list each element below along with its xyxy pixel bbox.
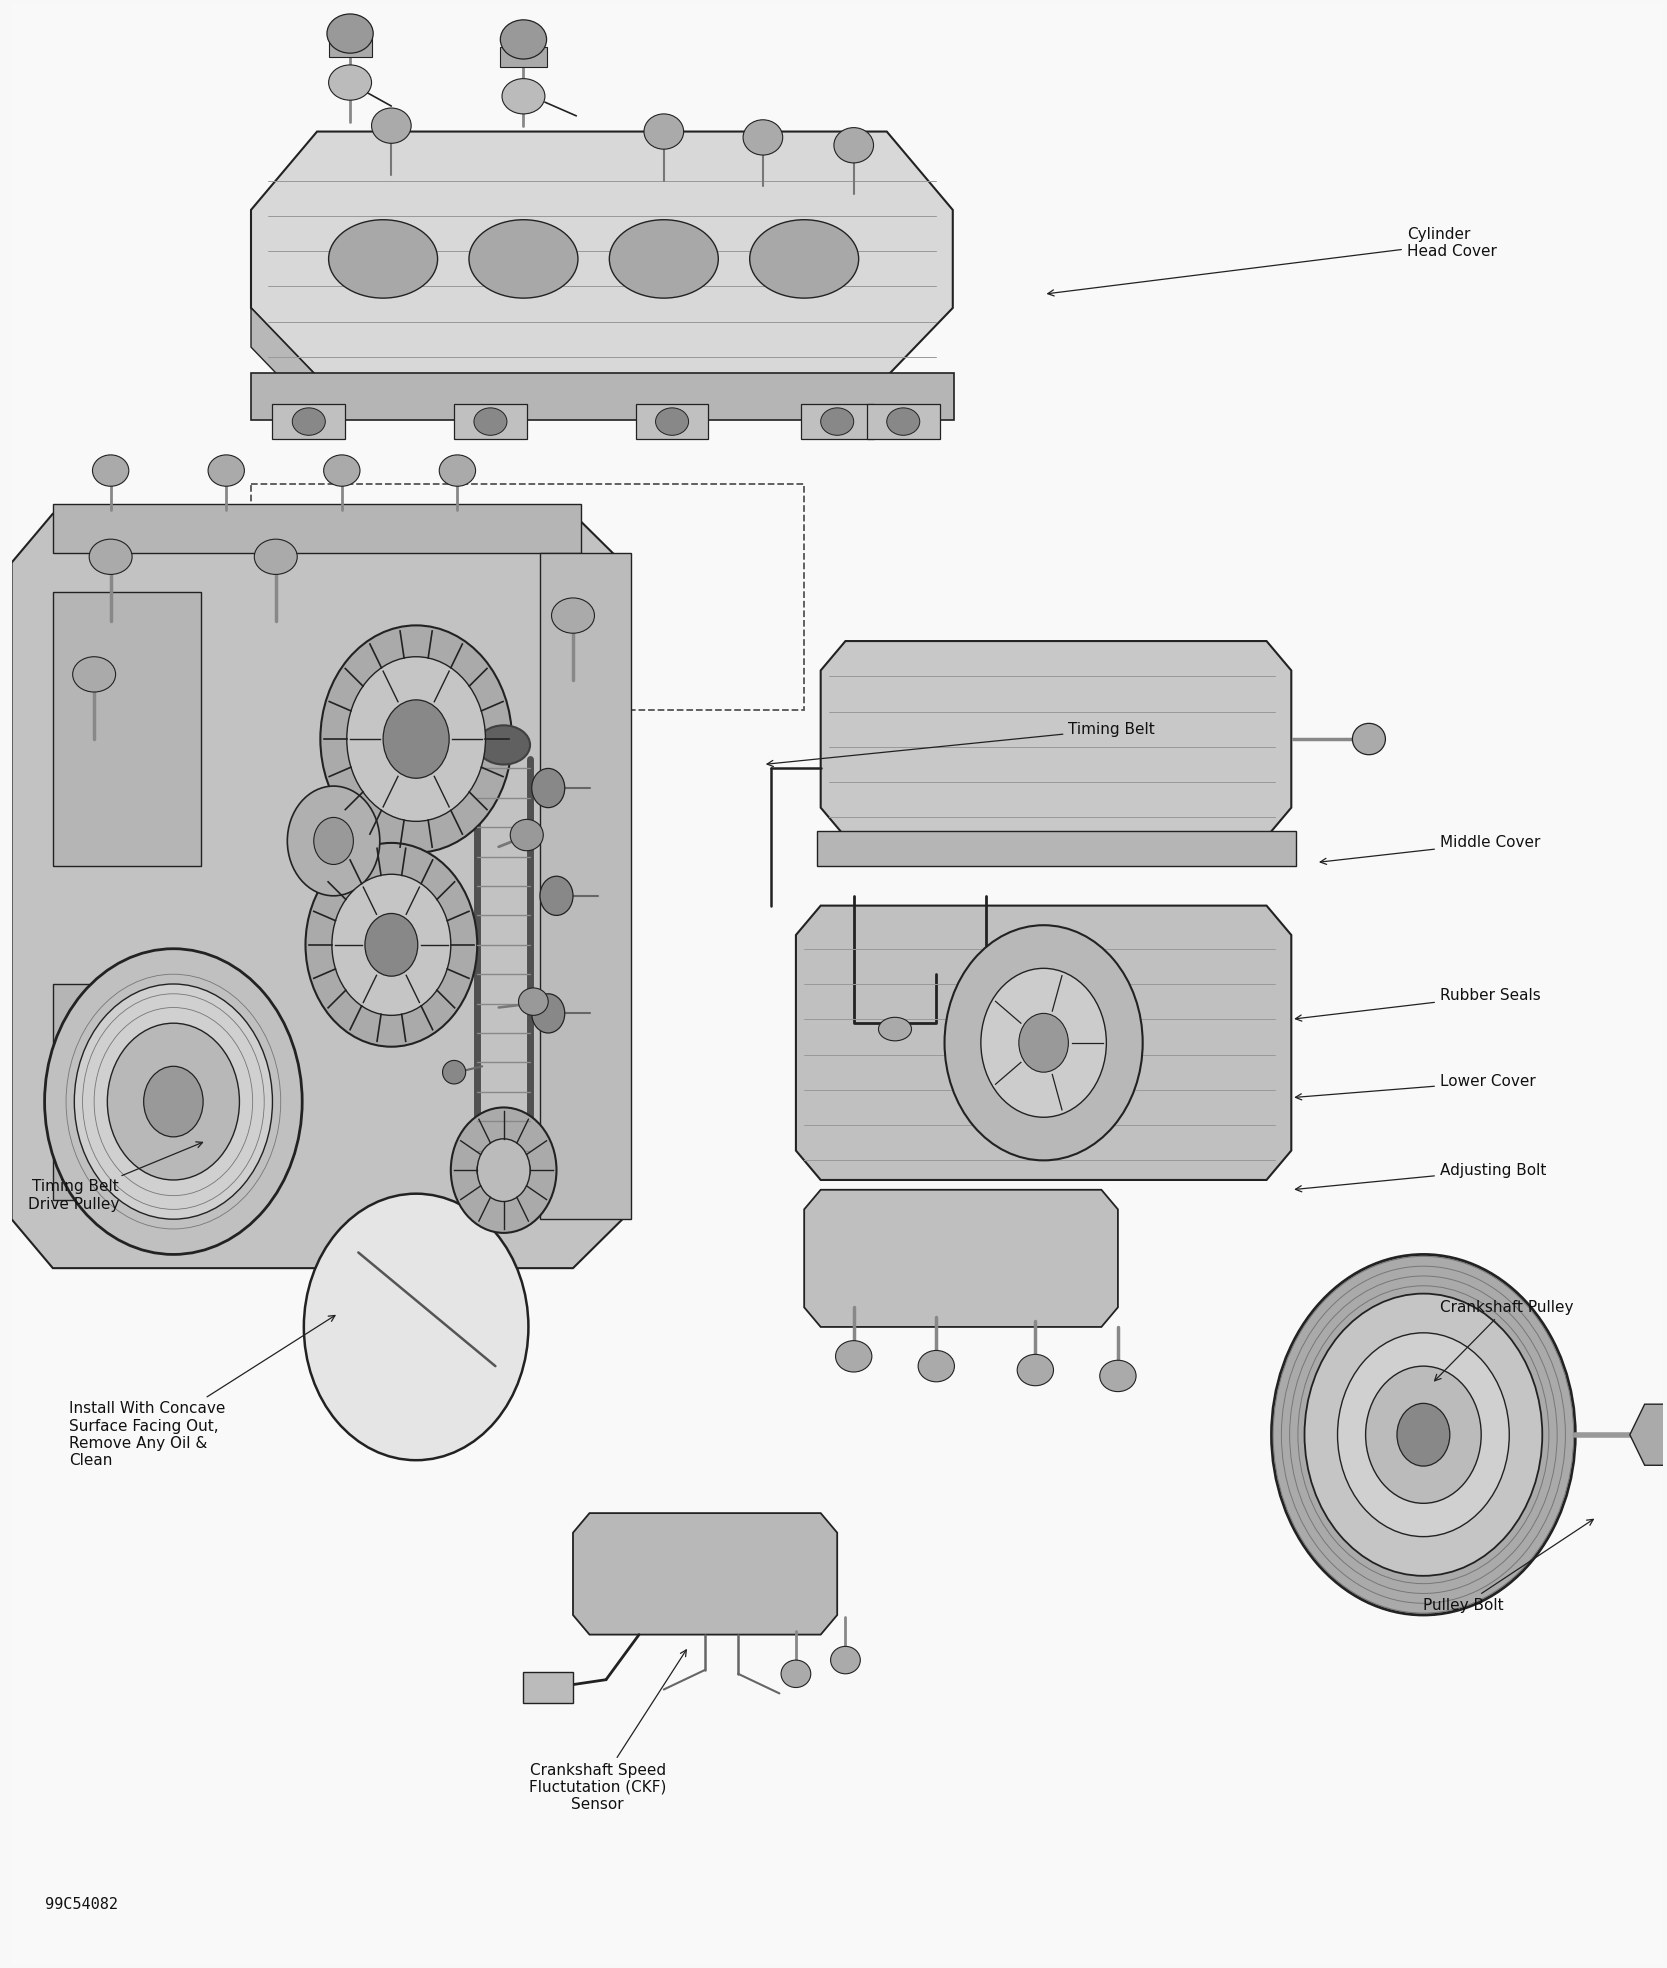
Ellipse shape <box>1272 1254 1575 1616</box>
Polygon shape <box>795 905 1292 1181</box>
Bar <box>635 403 708 439</box>
Ellipse shape <box>383 701 448 777</box>
Ellipse shape <box>643 114 683 150</box>
Ellipse shape <box>305 842 477 1047</box>
Ellipse shape <box>438 455 475 486</box>
Ellipse shape <box>450 1108 557 1232</box>
Ellipse shape <box>1397 1403 1450 1466</box>
Ellipse shape <box>328 220 438 297</box>
Ellipse shape <box>1100 1360 1137 1391</box>
Ellipse shape <box>287 785 380 895</box>
Bar <box>53 984 168 1200</box>
Bar <box>540 553 630 1218</box>
Ellipse shape <box>830 1647 860 1675</box>
Ellipse shape <box>750 220 859 297</box>
Ellipse shape <box>328 65 372 100</box>
Bar <box>867 403 940 439</box>
Ellipse shape <box>313 817 353 864</box>
Ellipse shape <box>372 108 412 144</box>
Text: Crankshaft Pulley: Crankshaft Pulley <box>1435 1299 1574 1382</box>
Bar <box>328 37 372 57</box>
Polygon shape <box>803 1191 1119 1326</box>
Ellipse shape <box>208 455 245 486</box>
Polygon shape <box>252 132 954 376</box>
Bar <box>500 47 547 67</box>
Ellipse shape <box>552 598 595 634</box>
Ellipse shape <box>834 128 874 163</box>
Ellipse shape <box>303 1195 528 1460</box>
Ellipse shape <box>473 407 507 435</box>
Bar <box>453 403 527 439</box>
Ellipse shape <box>1010 1017 1044 1041</box>
Ellipse shape <box>980 968 1107 1118</box>
Ellipse shape <box>820 407 854 435</box>
Text: Cylinder
Head Cover: Cylinder Head Cover <box>1049 226 1497 295</box>
Ellipse shape <box>1019 1014 1069 1073</box>
Ellipse shape <box>887 407 920 435</box>
Ellipse shape <box>919 1350 955 1382</box>
Ellipse shape <box>743 120 783 155</box>
Ellipse shape <box>143 1067 203 1138</box>
Ellipse shape <box>500 20 547 59</box>
Ellipse shape <box>477 1151 530 1191</box>
Ellipse shape <box>347 657 485 821</box>
Ellipse shape <box>45 949 302 1254</box>
Ellipse shape <box>518 988 548 1015</box>
Ellipse shape <box>255 539 297 575</box>
Ellipse shape <box>1337 1332 1509 1537</box>
Ellipse shape <box>75 984 272 1218</box>
Bar <box>53 592 202 866</box>
Text: Install With Concave
Surface Facing Out,
Remove Any Oil &
Clean: Install With Concave Surface Facing Out,… <box>70 1315 335 1468</box>
Text: Adjusting Bolt: Adjusting Bolt <box>1295 1163 1547 1193</box>
Ellipse shape <box>610 220 718 297</box>
Ellipse shape <box>73 657 115 693</box>
Bar <box>53 504 582 553</box>
Ellipse shape <box>327 14 373 53</box>
Ellipse shape <box>1365 1366 1482 1504</box>
Ellipse shape <box>292 407 325 435</box>
Ellipse shape <box>92 455 128 486</box>
Text: Lower Cover: Lower Cover <box>1295 1075 1535 1100</box>
Text: 99C54082: 99C54082 <box>45 1897 118 1913</box>
Ellipse shape <box>468 220 578 297</box>
Ellipse shape <box>532 768 565 807</box>
Ellipse shape <box>655 407 688 435</box>
Ellipse shape <box>365 913 418 976</box>
Bar <box>272 403 345 439</box>
Polygon shape <box>1630 1405 1667 1466</box>
Ellipse shape <box>88 539 132 575</box>
Ellipse shape <box>477 1139 530 1202</box>
Text: Timing Belt: Timing Belt <box>767 722 1155 766</box>
Bar <box>817 830 1297 866</box>
Polygon shape <box>12 514 622 1267</box>
Ellipse shape <box>532 994 565 1033</box>
Polygon shape <box>573 1513 837 1635</box>
Text: Middle Cover: Middle Cover <box>1320 834 1540 864</box>
Ellipse shape <box>1017 1354 1054 1385</box>
Ellipse shape <box>1352 724 1385 754</box>
Ellipse shape <box>442 1061 465 1084</box>
Polygon shape <box>820 642 1292 836</box>
Ellipse shape <box>320 626 512 852</box>
Ellipse shape <box>782 1661 810 1687</box>
Ellipse shape <box>945 925 1142 1161</box>
Bar <box>252 372 955 419</box>
Ellipse shape <box>835 1340 872 1372</box>
Ellipse shape <box>1305 1293 1542 1576</box>
Text: Rubber Seals: Rubber Seals <box>1295 988 1540 1021</box>
Bar <box>800 403 874 439</box>
Ellipse shape <box>107 1023 240 1181</box>
Bar <box>523 1673 573 1702</box>
Ellipse shape <box>502 79 545 114</box>
Ellipse shape <box>510 819 543 850</box>
Ellipse shape <box>323 455 360 486</box>
Ellipse shape <box>540 876 573 915</box>
Polygon shape <box>252 307 317 415</box>
Text: Crankshaft Speed
Fluctutation (CKF)
Sensor: Crankshaft Speed Fluctutation (CKF) Sens… <box>528 1649 687 1813</box>
Ellipse shape <box>332 874 450 1015</box>
Text: Pulley Bolt: Pulley Bolt <box>1424 1519 1594 1612</box>
Ellipse shape <box>477 726 530 764</box>
Text: Timing Belt
Drive Pulley: Timing Belt Drive Pulley <box>28 1141 203 1212</box>
Ellipse shape <box>879 1017 912 1041</box>
